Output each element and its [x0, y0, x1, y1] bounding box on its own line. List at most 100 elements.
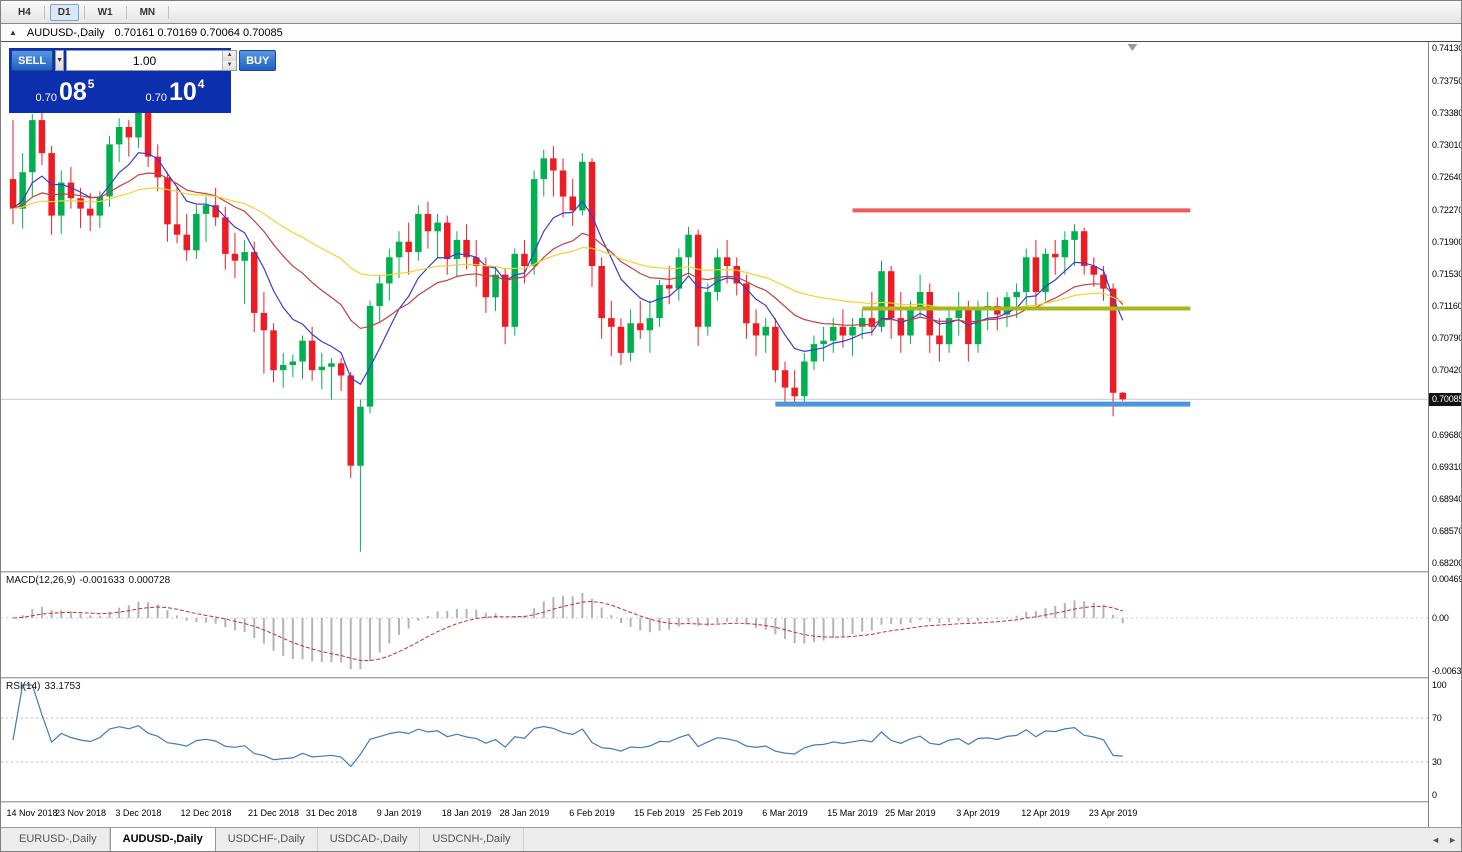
volume-dropdown-button[interactable]: ▼: [55, 50, 65, 71]
sell-price-display[interactable]: 0.70 08 5: [11, 73, 119, 111]
macd-indicator-pane[interactable]: MACD(12,26,9) -0.001633 0.000728: [1, 573, 1428, 677]
ma-fast-blue: [12, 152, 1124, 386]
date-axis[interactable]: 14 Nov 2018 23 Nov 2018 3 Dec 2018 12 Dec 2…: [1, 803, 1428, 827]
macd-label: MACD(12,26,9) -0.001633 0.000728: [6, 575, 174, 586]
date-axis-label: 3 Apr 2019: [956, 808, 1000, 818]
macd-scale-label: 0.004694: [1432, 574, 1461, 584]
chart-ohlc-values: 0.70161 0.70169 0.70064 0.70085: [114, 26, 283, 39]
price-scale-label: 0.71160: [1432, 300, 1462, 311]
volume-decrease-button[interactable]: ▼: [223, 60, 237, 70]
period-button-w1[interactable]: W1: [90, 4, 121, 21]
rsi-title: RSI(14): [6, 681, 41, 692]
tab-usdcad-daily[interactable]: USDCAD-,Daily: [318, 828, 421, 851]
date-axis-label: 25 Mar 2019: [885, 808, 936, 818]
rsi-scale-label: 100: [1432, 680, 1447, 690]
date-axis-label: 12 Apr 2019: [1021, 808, 1070, 818]
pane-divider-macd[interactable]: [1, 571, 1461, 573]
macd-scale-label: 0.00: [1432, 613, 1449, 623]
tab-usdchf-daily[interactable]: USDCHF-,Daily: [216, 828, 318, 851]
date-axis-label: 15 Feb 2019: [634, 808, 685, 818]
price-scale-label: 0.68940: [1432, 493, 1462, 504]
period-button-mn[interactable]: MN: [132, 4, 164, 21]
toolbar-separator: [43, 5, 45, 19]
price-scale-label: 0.69310: [1432, 461, 1462, 472]
pane-divider-axis: [1, 801, 1461, 803]
sell-button[interactable]: SELL: [11, 50, 54, 71]
macd-main-value: -0.001633: [79, 575, 125, 586]
one-click-trading-panel: SELL ▼ ▲ ▼ BUY 0.70 08 5: [9, 48, 277, 113]
tab-audusd-daily[interactable]: AUDUSD-,Daily: [109, 828, 216, 851]
current-price-box: 0.70085: [1429, 392, 1461, 406]
tab-eurusd-daily[interactable]: EURUSD-,Daily: [7, 828, 110, 851]
toolbar-separator: [125, 5, 127, 19]
buy-price-display[interactable]: 0.70 10 4: [121, 73, 229, 111]
macd-title: MACD(12,26,9): [6, 575, 76, 586]
price-scale-label: 0.70420: [1432, 365, 1462, 376]
chart-shift-marker[interactable]: [1127, 44, 1138, 51]
volume-increase-button[interactable]: ▲: [223, 51, 237, 61]
macd-signal-value: 0.000728: [128, 575, 171, 586]
rsi-scale-label: 30: [1432, 757, 1442, 767]
rsi-indicator-pane[interactable]: RSI(14) 33.1753: [1, 679, 1428, 801]
chart-symbol-label: AUDUSD-,Daily: [26, 26, 105, 39]
period-button-d1[interactable]: D1: [49, 3, 79, 21]
date-axis-label: 18 Jan 2019: [441, 808, 492, 818]
ma-medium-red: [12, 172, 1124, 330]
price-chart-pane[interactable]: SELL ▼ ▲ ▼ BUY 0.70 08 5: [1, 42, 1428, 571]
date-axis-label: 3 Dec 2018: [115, 808, 162, 818]
tab-scroll-right-icon[interactable]: ►: [1448, 835, 1457, 845]
tab-usdcnh-daily[interactable]: USDCNH-,Daily: [420, 828, 524, 851]
date-axis-label: 25 Feb 2019: [692, 808, 743, 818]
price-scale-label: 0.73750: [1432, 76, 1462, 86]
volume-stepper: ▲ ▼: [222, 51, 237, 70]
buy-price-pips: 10: [168, 78, 197, 106]
macd-scale-label: -0.00639: [1432, 666, 1462, 676]
buy-button[interactable]: BUY: [239, 50, 277, 71]
chart-tab-bar: EURUSD-,Daily AUDUSD-,Daily USDCHF-,Daily U…: [1, 827, 1461, 851]
chevron-down-icon: ▼: [56, 57, 64, 64]
toolbar-separator: [168, 5, 170, 19]
price-scale-label: 0.72270: [1432, 204, 1462, 215]
rsi-label: RSI(14) 33.1753: [6, 681, 85, 692]
rsi-scale-label: 0: [1432, 790, 1437, 800]
pane-divider-rsi[interactable]: [1, 677, 1461, 679]
date-axis-label: 9 Jan 2019: [376, 808, 422, 818]
volume-input[interactable]: [67, 51, 223, 70]
one-click-collapse-icon[interactable]: ▲: [9, 28, 17, 37]
sell-price-figure: 0.70: [35, 92, 57, 104]
date-axis-label: 21 Dec 2018: [248, 808, 300, 818]
date-axis-label: 6 Feb 2019: [569, 808, 615, 818]
price-scale-label: 0.72640: [1432, 172, 1462, 183]
rsi-canvas[interactable]: [1, 679, 1428, 801]
candlestick-canvas[interactable]: [1, 42, 1428, 571]
price-scale-label: 0.71900: [1432, 236, 1462, 247]
date-axis-label: 15 Mar 2019: [827, 808, 878, 818]
date-axis-label: 28 Jan 2019: [499, 808, 550, 818]
ma-slow-yellow: [12, 187, 1124, 311]
price-scale-label: 0.69680: [1432, 429, 1462, 440]
price-scale-label: 0.70790: [1432, 333, 1462, 344]
rsi-scale-label: 70: [1432, 713, 1442, 723]
price-scale-label: 0.74130: [1432, 43, 1462, 53]
date-axis-label: 6 Mar 2019: [762, 808, 808, 818]
buy-price-figure: 0.70: [145, 92, 167, 104]
price-scale-label: 0.71530: [1432, 268, 1462, 279]
date-axis-label: 23 Nov 2018: [55, 808, 107, 818]
sell-price-point: 5: [87, 77, 95, 91]
period-button-h4[interactable]: H4: [10, 4, 39, 21]
volume-field: ▲ ▼: [66, 50, 238, 71]
tab-scroll-left-icon[interactable]: ◄: [1431, 835, 1441, 845]
date-axis-label: 12 Dec 2018: [180, 808, 232, 818]
macd-canvas[interactable]: [1, 573, 1428, 677]
buy-price-point: 4: [197, 77, 205, 91]
price-scale-label: 0.73010: [1432, 140, 1462, 151]
price-scale-label: 0.68200: [1432, 558, 1462, 568]
price-scale-label: 0.68570: [1432, 525, 1462, 536]
price-scale[interactable]: 0.74130 0.73750 0.73380 0.73010 0.72640 0.722…: [1428, 42, 1462, 827]
price-scale-label: 0.73380: [1432, 108, 1462, 119]
date-axis-label: 23 Apr 2019: [1088, 808, 1138, 818]
rsi-value: 33.1753: [44, 681, 81, 692]
timeframe-toolbar: H4 D1 W1 MN: [1, 1, 1461, 24]
toolbar-separator: [83, 5, 85, 19]
sell-price-pips: 08: [58, 78, 87, 106]
